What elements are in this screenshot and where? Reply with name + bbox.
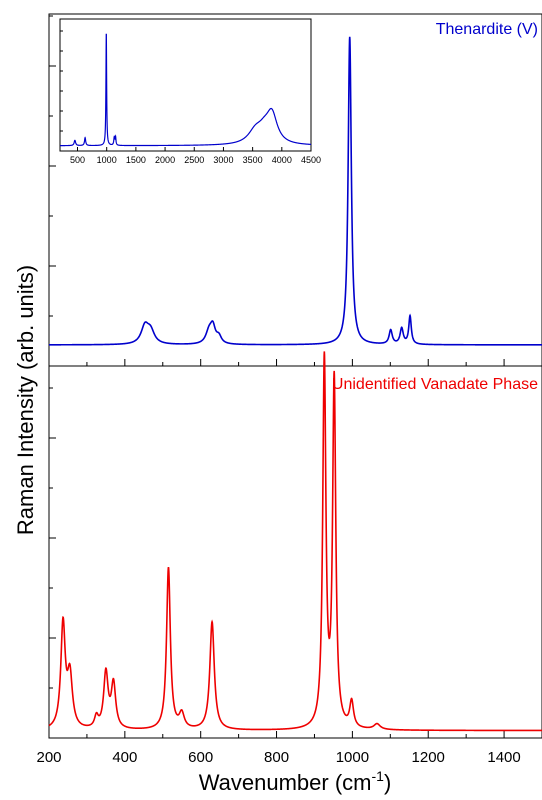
inset-frame	[59, 18, 312, 152]
x-tick-label: 200	[36, 749, 61, 766]
top-panel-title: Thenardite (V)	[436, 21, 538, 38]
inset-ticks	[60, 30, 312, 151]
inset-x-tick-label: 500	[70, 155, 85, 165]
x-axis-title-close: )	[384, 770, 391, 795]
x-tick-label: 600	[188, 749, 213, 766]
bottom-panel-frame	[48, 365, 542, 739]
inset-x-tick-label: 4500	[301, 155, 321, 165]
x-tick-label: 1400	[487, 749, 520, 766]
inset-x-tick-label: 1500	[126, 155, 146, 165]
x-axis-title: Wavenumber (cm-1)	[199, 768, 392, 795]
x-tick-label: 800	[264, 749, 289, 766]
x-tick-label: 400	[112, 749, 137, 766]
inset-x-tick-label: 2000	[155, 155, 175, 165]
x-tick-label: 1200	[412, 749, 445, 766]
inset-x-tick-label: 4000	[272, 155, 292, 165]
inset-x-tick-label: 3500	[243, 155, 263, 165]
x-axis-title-main: Wavenumber (cm	[199, 770, 372, 795]
inset-x-tick-label: 3000	[213, 155, 233, 165]
x-axis-title-sup: -1	[372, 768, 385, 784]
y-axis-title: Raman Intensity (arb. units)	[13, 265, 38, 535]
x-tick-labels: 200 400 600 800 1000 1200 1400	[36, 749, 520, 766]
inset-x-tick-label: 1000	[97, 155, 117, 165]
thenardite-inset-spectrum-line	[60, 33, 311, 147]
top-panel-ticks	[48, 15, 542, 366]
bottom-panel-ticks	[48, 387, 542, 738]
inset-x-tick-label: 2500	[184, 155, 204, 165]
thenardite-spectrum-line	[49, 36, 542, 346]
inset-x-tick-labels: 500 1000 1500 2000 2500 3000 3500 4000 4500	[70, 155, 321, 165]
vanadate-spectrum-line	[48, 351, 542, 732]
bottom-panel-title: Unidentified Vanadate Phase	[332, 376, 538, 393]
x-tick-label: 1000	[336, 749, 369, 766]
